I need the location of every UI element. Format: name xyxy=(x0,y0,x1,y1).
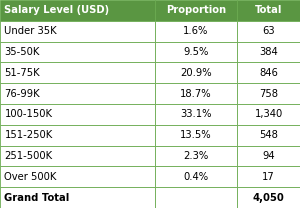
Text: Grand Total: Grand Total xyxy=(4,193,70,203)
Text: Salary Level (USD): Salary Level (USD) xyxy=(4,5,110,15)
Bar xyxy=(0,104,154,125)
Text: 846: 846 xyxy=(259,68,278,78)
Text: 20.9%: 20.9% xyxy=(180,68,212,78)
Bar xyxy=(154,21,237,42)
Bar xyxy=(237,62,300,83)
Bar xyxy=(0,62,154,83)
Bar xyxy=(237,0,300,21)
Bar xyxy=(237,42,300,62)
Text: 548: 548 xyxy=(259,130,278,140)
Bar xyxy=(154,146,237,166)
Text: 384: 384 xyxy=(259,47,278,57)
Text: 1.6%: 1.6% xyxy=(183,26,208,36)
Text: 94: 94 xyxy=(262,151,275,161)
Bar xyxy=(237,83,300,104)
Text: 35-50K: 35-50K xyxy=(4,47,40,57)
Text: 76-99K: 76-99K xyxy=(4,89,40,99)
Text: 51-75K: 51-75K xyxy=(4,68,40,78)
Bar xyxy=(154,62,237,83)
Text: Proportion: Proportion xyxy=(166,5,226,15)
Text: 151-250K: 151-250K xyxy=(4,130,53,140)
Bar xyxy=(237,166,300,187)
Bar xyxy=(0,42,154,62)
Bar xyxy=(0,0,154,21)
Bar xyxy=(0,166,154,187)
Text: 4,050: 4,050 xyxy=(253,193,284,203)
Bar xyxy=(154,83,237,104)
Text: 0.4%: 0.4% xyxy=(183,172,208,182)
Bar xyxy=(154,166,237,187)
Text: 9.5%: 9.5% xyxy=(183,47,208,57)
Bar xyxy=(237,146,300,166)
Text: Under 35K: Under 35K xyxy=(4,26,57,36)
Bar xyxy=(0,187,154,208)
Bar xyxy=(237,125,300,146)
Bar xyxy=(0,83,154,104)
Text: 17: 17 xyxy=(262,172,275,182)
Bar xyxy=(154,104,237,125)
Bar xyxy=(0,21,154,42)
Text: 758: 758 xyxy=(259,89,278,99)
Text: 33.1%: 33.1% xyxy=(180,109,212,119)
Bar xyxy=(237,187,300,208)
Bar xyxy=(237,21,300,42)
Bar xyxy=(154,187,237,208)
Text: 1,340: 1,340 xyxy=(254,109,283,119)
Bar xyxy=(0,146,154,166)
Bar xyxy=(154,125,237,146)
Text: 13.5%: 13.5% xyxy=(180,130,212,140)
Text: 63: 63 xyxy=(262,26,275,36)
Text: 18.7%: 18.7% xyxy=(180,89,212,99)
Text: Over 500K: Over 500K xyxy=(4,172,57,182)
Text: 100-150K: 100-150K xyxy=(4,109,52,119)
Bar xyxy=(237,104,300,125)
Bar xyxy=(0,125,154,146)
Bar xyxy=(154,0,237,21)
Bar xyxy=(154,42,237,62)
Text: 2.3%: 2.3% xyxy=(183,151,208,161)
Text: Total: Total xyxy=(255,5,282,15)
Text: 251-500K: 251-500K xyxy=(4,151,52,161)
